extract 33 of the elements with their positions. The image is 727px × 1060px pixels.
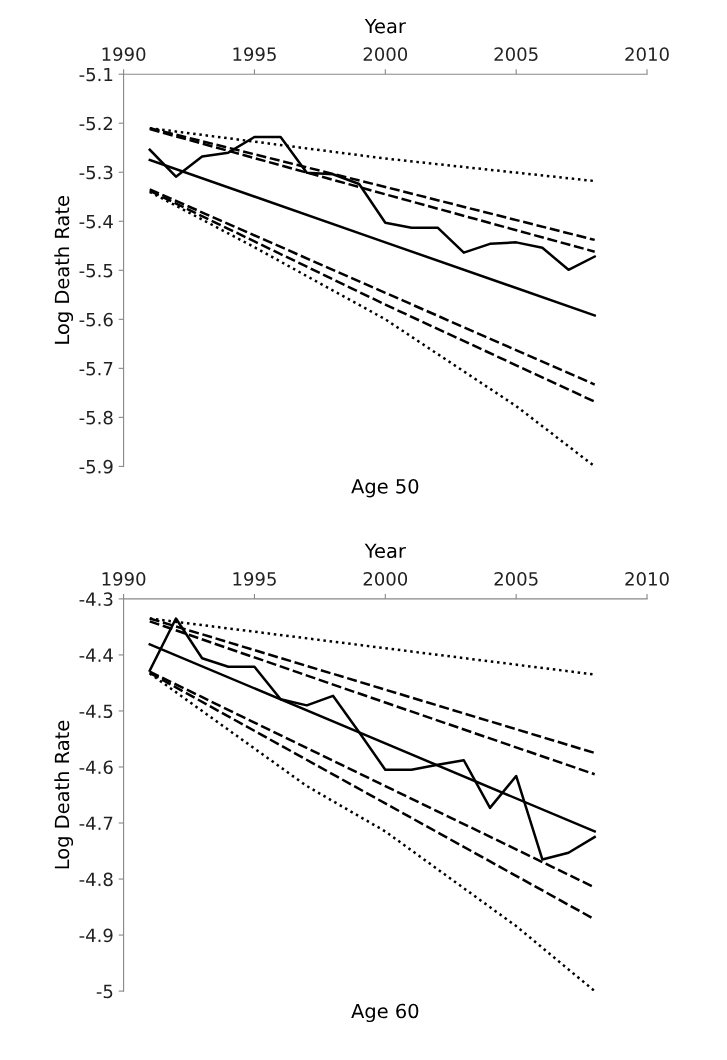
y-axis-title: Log Death Rate bbox=[54, 720, 74, 869]
y-tick-label: -5 bbox=[96, 984, 113, 999]
y-tick-label: -5.9 bbox=[79, 459, 113, 474]
y-tick-label: -4.3 bbox=[79, 592, 113, 607]
x-axis-title: Year bbox=[364, 18, 406, 34]
y-tick-label: -5.4 bbox=[79, 214, 113, 229]
y-tick-label: -4.8 bbox=[79, 872, 113, 887]
x-tick-label: 2005 bbox=[494, 47, 538, 61]
y-tick-label: -5.3 bbox=[79, 165, 113, 180]
x-tick-label: 2000 bbox=[363, 572, 408, 586]
x-tick-label: 2000 bbox=[363, 47, 408, 61]
y-tick-label: -4.6 bbox=[79, 760, 113, 775]
y-tick-label: -5.2 bbox=[79, 116, 113, 131]
y-tick-label: -5.6 bbox=[79, 312, 113, 327]
y-axis-title: Log Death Rate bbox=[54, 196, 74, 344]
x-tick-label: 1990 bbox=[102, 47, 146, 61]
y-tick-label: -5.8 bbox=[79, 410, 113, 425]
y-tick-label: -5.7 bbox=[79, 362, 113, 376]
text: Age 50 bbox=[351, 478, 419, 498]
y-tick-label: -5.1 bbox=[79, 67, 113, 82]
y-tick-label: -4.9 bbox=[79, 928, 113, 943]
x-tick-label: 2005 bbox=[494, 572, 538, 586]
y-tick-label: -4.5 bbox=[79, 704, 113, 719]
x-tick-label: 1995 bbox=[233, 47, 276, 61]
y-tick-label: -5.5 bbox=[79, 264, 113, 278]
text: Age 60 bbox=[351, 1003, 419, 1023]
x-tick-label: 1990 bbox=[102, 572, 146, 586]
y-tick-label: -4.4 bbox=[79, 648, 113, 662]
x-axis-title: Year bbox=[364, 543, 406, 559]
x-tick-label: 2010 bbox=[625, 572, 669, 586]
y-tick-label: -4.7 bbox=[79, 816, 113, 830]
x-tick-label: 1995 bbox=[233, 572, 276, 586]
x-tick-label: 2010 bbox=[625, 47, 669, 61]
